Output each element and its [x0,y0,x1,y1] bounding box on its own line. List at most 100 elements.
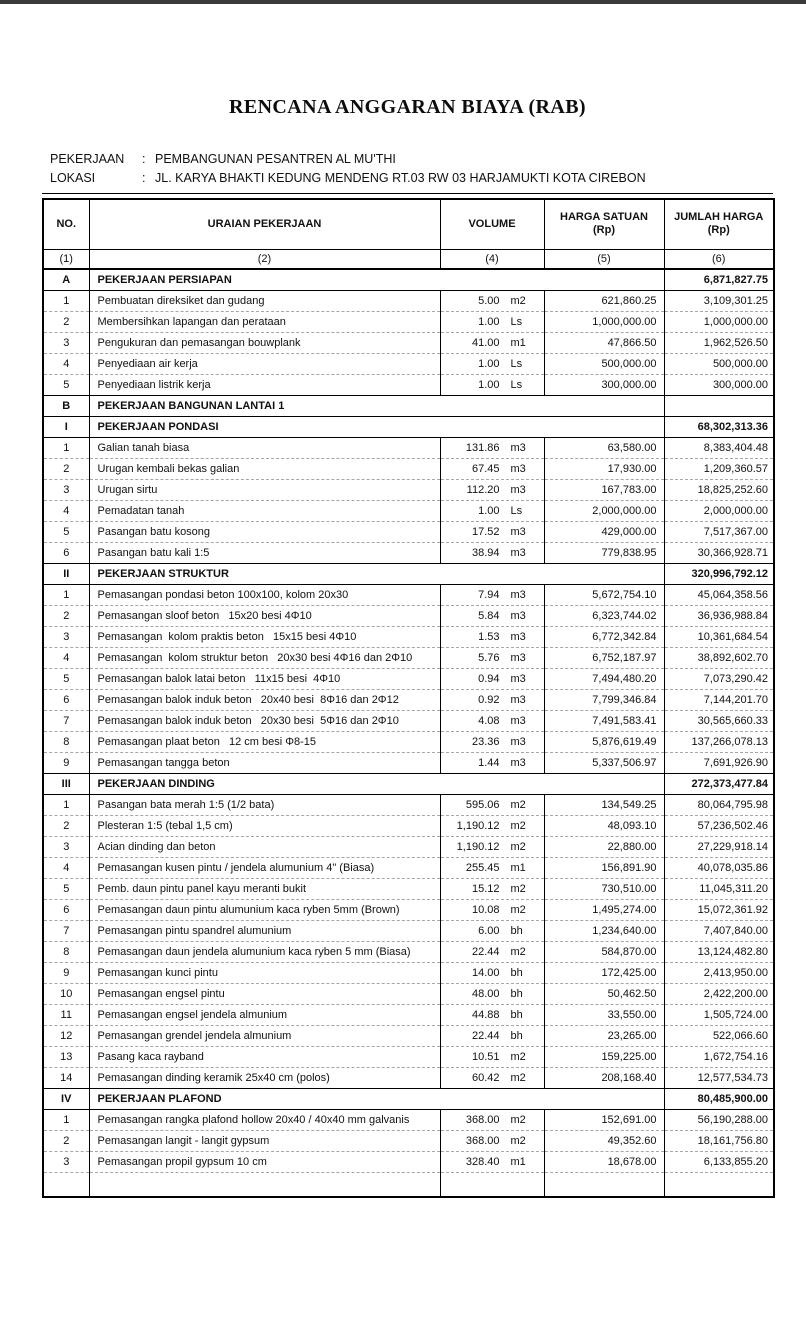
cell-volume: 595.06 m2 [439,794,545,815]
col-header-no: NO. [42,198,90,250]
cell-no: 14 [42,1066,90,1088]
cell-unit-price: 159,225.00 [543,1045,665,1067]
item-row: 6 Pasangan batu kali 1:5 38.94 m3 779,838… [42,541,775,563]
info-label: PEKERJAAN [50,152,125,166]
unit-text: m3 [510,756,526,769]
cell-volume: 1,190.12 m2 [439,835,545,857]
cell-total: 8,383,404.48 [663,437,775,458]
cell-unit-price: 18,678.00 [543,1150,665,1172]
cell-description: Plesteran 1:5 (tebal 1,5 cm) [88,814,441,836]
unit-text: bh [510,924,523,937]
qty-text: 112.20 [466,483,500,496]
unit-text: m3 [510,546,526,559]
cell-section-total: 80,485,900.00 [663,1087,775,1110]
cell-section-title: PEKERJAAN PONDASI [88,415,665,438]
cell-description: Pasangan bata merah 1:5 (1/2 bata) [88,794,441,815]
cell-volume: 0.92 m3 [439,688,545,710]
cell-unit-price: 1,000,000.00 [543,310,665,332]
cell-no: 5 [42,373,90,395]
cell-no: 11 [42,1003,90,1025]
cell-no: 4 [42,352,90,374]
item-row: 5 Pemb. daun pintu panel kayu meranti bu… [42,877,775,899]
qty-text: 41.00 [471,336,500,349]
cell-unit-price: 172,425.00 [543,961,665,983]
cell-volume: 44.88 bh [439,1003,545,1025]
cell-no [42,1171,90,1197]
item-row: 11 Pemasangan engsel jendela almunium 44… [42,1003,775,1025]
cell-no: 3 [42,835,90,857]
qty-text: 0.94 [478,672,500,685]
item-row: 9 Pemasangan tangga beton 1.44 m3 5,337,5… [42,751,775,773]
empty-row [42,1171,775,1197]
item-row: 2 Pemasangan sloof beton 15x20 besi 4Φ10… [42,604,775,626]
cell-unit-price: 167,783.00 [543,478,665,500]
qty-text: 328.40 [465,1155,500,1168]
cell-total: 7,144,201.70 [663,688,775,710]
cell-description: Pemasangan engsel jendela almunium [88,1003,441,1025]
unit-text: Ls [510,378,523,391]
item-row: 2 Membersihkan lapangan dan perataan 1.0… [42,310,775,332]
cell-description: Pemasangan grendel jendela almunium [88,1024,441,1046]
cell-total: 137,266,078.13 [663,730,775,752]
cell-section-no: III [42,772,90,795]
cell-no: 1 [42,437,90,458]
item-row: 7 Pemasangan pintu spandrel alumunium 6.… [42,919,775,941]
cell-no: 1 [42,794,90,815]
qty-text: 1.00 [478,357,500,370]
cell-no: 4 [42,499,90,521]
cell-no: 8 [42,730,90,752]
unit-text: m2 [510,1050,526,1063]
cell-volume: 22.44 bh [439,1024,545,1046]
unit-text: m3 [510,525,526,538]
cell-unit-price: 17,930.00 [543,457,665,479]
col-number-2: (2) [88,248,441,270]
cell-no: 3 [42,331,90,353]
cell-no: 5 [42,877,90,899]
cell-total: 6,133,855.20 [663,1150,775,1172]
cell-section-total [663,394,775,417]
unit-text: Ls [510,315,523,328]
unit-text: Ls [510,357,523,370]
cell-description: Galian tanah biasa [88,437,441,458]
cell-unit-price: 152,691.00 [543,1109,665,1130]
cell-volume: 6.00 bh [439,919,545,941]
qty-text: 595.06 [465,798,500,811]
cell-description: Pemasangan balok induk beton 20x40 besi … [88,688,441,710]
table-header-row: NO. URAIAN PEKERJAAN VOLUME HARGA SATUAN… [42,198,775,250]
cell-volume: 23.36 m3 [439,730,545,752]
cell-description: Pemasangan pondasi beton 100x100, kolom … [88,584,441,605]
info-separator: : [142,152,146,166]
cell-no: 9 [42,751,90,773]
cell-section-total: 68,302,313.36 [663,415,775,438]
cell-total: 30,565,660.33 [663,709,775,731]
cell-description: Pemb. daun pintu panel kayu meranti buki… [88,877,441,899]
unit-text: m3 [510,462,526,475]
cell-section-no: II [42,562,90,585]
unit-text: bh [510,1029,523,1042]
cell-unit-price: 208,168.40 [543,1066,665,1088]
unit-text: m2 [510,945,526,958]
info-value: PEMBANGUNAN PESANTREN AL MU'THI [155,152,396,166]
cell-unit-price: 33,550.00 [543,1003,665,1025]
cell-section-title: PEKERJAAN DINDING [88,772,665,795]
item-row: 4 Pemasangan kolom struktur beton 20x30 … [42,646,775,668]
unit-text: m3 [510,714,526,727]
item-row: 2 Pemasangan langit - langit gypsum 368.… [42,1129,775,1151]
cell-volume: 48.00 bh [439,982,545,1004]
cell-total: 1,672,754.16 [663,1045,775,1067]
cell-total: 1,000,000.00 [663,310,775,332]
cell-total: 3,109,301.25 [663,290,775,311]
cell-description: Membersihkan lapangan dan perataan [88,310,441,332]
cell-no: 1 [42,584,90,605]
cell-unit-price: 779,838.95 [543,541,665,563]
unit-text: m1 [510,861,526,874]
unit-text: m3 [510,441,526,454]
cell-volume: 368.00 m2 [439,1129,545,1151]
unit-text: Ls [510,504,523,517]
cell-total: 18,161,756.80 [663,1129,775,1151]
col-header-jumlah-harga: JUMLAH HARGA (Rp) [663,198,775,250]
unit-text: m3 [510,630,526,643]
rab-table: NO. URAIAN PEKERJAAN VOLUME HARGA SATUAN… [42,198,775,1198]
cell-total: 45,064,358.56 [663,584,775,605]
cell-description: Pasangan batu kali 1:5 [88,541,441,563]
